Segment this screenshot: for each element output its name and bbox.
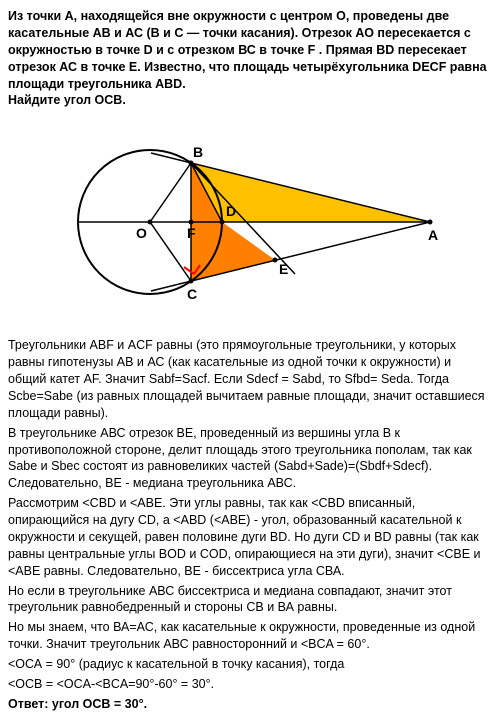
svg-text:O: O	[136, 225, 147, 241]
problem-text-2: Найдите угол ОСВ.	[8, 92, 492, 109]
problem-text-1: Из точки А, находящейся вне окружности с…	[8, 8, 492, 92]
answer: Ответ: угол ОСВ = 30°.	[8, 696, 492, 713]
sol-p5: Но мы знаем, что ВА=АС, как касательные …	[8, 619, 492, 653]
sol-p7: <OCB = <OCA-<BCA=90°-60° = 30°.	[8, 676, 492, 693]
sol-p2: В треугольнике АВС отрезок ВЕ, проведенн…	[8, 425, 492, 493]
sol-p3: Рассмотрим <CBD и <ABE. Эти углы равны, …	[8, 495, 492, 579]
svg-text:D: D	[226, 203, 236, 219]
svg-text:C: C	[187, 286, 197, 302]
geometry-diagram: B O F D A C E	[60, 117, 440, 327]
svg-text:A: A	[428, 227, 438, 243]
sol-p1: Треугольники АВF и АCF равны (это прямоу…	[8, 337, 492, 421]
svg-text:E: E	[279, 261, 288, 277]
solution-block: Треугольники АВF и АCF равны (это прямоу…	[8, 337, 492, 712]
svg-text:F: F	[187, 225, 196, 241]
sol-p4: Но если в треугольнике АВС биссектриса и…	[8, 583, 492, 617]
sol-p6: <ОСА = 90° (радиус к касательной в точку…	[8, 656, 492, 673]
svg-text:B: B	[193, 144, 203, 160]
